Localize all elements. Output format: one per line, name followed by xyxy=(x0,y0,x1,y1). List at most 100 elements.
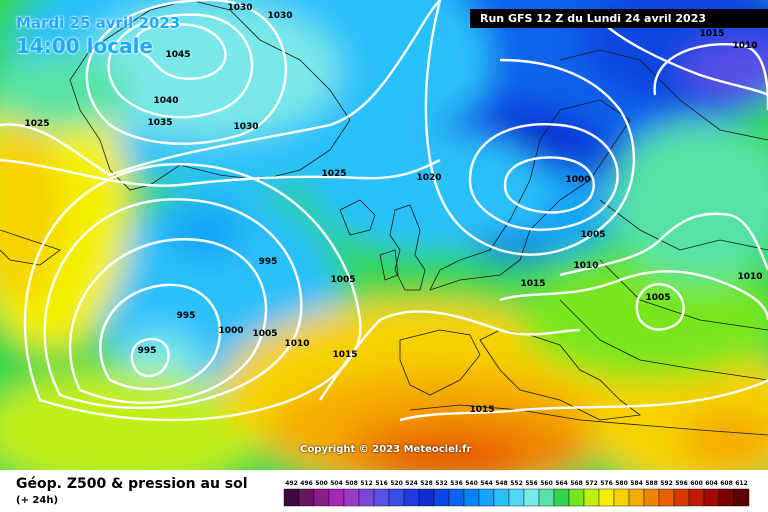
isobar-labels: 1030 1030 1045 1040 1035 1025 1030 1025 1020 1000… xyxy=(24,3,762,415)
scale-tick-label: 604 xyxy=(705,480,718,487)
scale-swatch xyxy=(358,488,375,507)
scale-swatch xyxy=(448,488,465,507)
scale-tick-label: 496 xyxy=(300,480,313,487)
isobar-label: 1035 xyxy=(147,118,172,128)
scale-tick-label: 588 xyxy=(645,480,658,487)
scale-tick-label: 592 xyxy=(660,480,673,487)
scale-swatch xyxy=(313,488,330,507)
scale-tick-label: 560 xyxy=(540,480,553,487)
scale-swatch xyxy=(328,488,345,507)
legend-title: Géop. Z500 & pression au sol xyxy=(16,476,248,492)
isobar-label: 995 xyxy=(177,311,196,321)
isobar-label: 1040 xyxy=(153,96,178,106)
isobar-label: 1005 xyxy=(252,329,277,339)
scale-swatch xyxy=(568,488,585,507)
isobar-label: 1015 xyxy=(699,29,724,39)
scale-tick-label: 596 xyxy=(675,480,688,487)
scale-swatch xyxy=(628,488,645,507)
scale-tick-label: 504 xyxy=(330,480,343,487)
scale-swatch xyxy=(283,488,300,507)
scale-swatch xyxy=(733,488,750,507)
geopotential-field xyxy=(0,0,768,470)
isobar-label: 1010 xyxy=(737,272,762,282)
weather-map: 1030 1030 1045 1040 1035 1025 1030 1025 1020 1000… xyxy=(0,0,768,470)
isobar-label: 1030 xyxy=(227,3,252,13)
isobar-label: 1030 xyxy=(233,122,258,132)
map-canvas: 1030 1030 1045 1040 1035 1025 1030 1025 1020 1000… xyxy=(0,0,768,470)
legend-subtitle: (+ 24h) xyxy=(16,495,59,506)
scale-swatch xyxy=(403,488,420,507)
isobar-label: 1005 xyxy=(330,275,355,285)
scale-tick-label: 540 xyxy=(465,480,478,487)
isobar-label: 1025 xyxy=(24,119,49,129)
scale-swatch xyxy=(553,488,570,507)
isobars xyxy=(0,0,768,420)
scale-tick-label: 492 xyxy=(285,480,298,487)
scale-tick-label: 576 xyxy=(600,480,613,487)
scale-tick-label: 520 xyxy=(390,480,403,487)
isobar-label: 1015 xyxy=(332,350,357,360)
scale-swatch xyxy=(718,488,735,507)
scale-swatch xyxy=(598,488,615,507)
scale-tick-label: 528 xyxy=(420,480,433,487)
copyright-text: Copyright © 2023 Meteociel.fr xyxy=(300,444,472,455)
isobar-label: 1000 xyxy=(565,175,590,185)
scale-tick-label: 508 xyxy=(345,480,358,487)
color-scale: 492 496 500 504 508 512 516 520 524 528 532 536 540 5… xyxy=(283,480,750,507)
scale-tick-label: 580 xyxy=(615,480,628,487)
scale-swatch xyxy=(673,488,690,507)
scale-swatch xyxy=(658,488,675,507)
scale-swatch xyxy=(433,488,450,507)
scale-tick-label: 536 xyxy=(450,480,463,487)
scale-swatch xyxy=(418,488,435,507)
scale-swatch xyxy=(703,488,720,507)
isobar-label: 1010 xyxy=(284,339,309,349)
scale-swatch xyxy=(343,488,360,507)
scale-swatch xyxy=(583,488,600,507)
isobar-label: 1025 xyxy=(321,169,346,179)
scale-swatch xyxy=(463,488,480,507)
isobar-label: 995 xyxy=(259,257,278,267)
scale-tick-label: 544 xyxy=(480,480,493,487)
run-info-banner: Run GFS 12 Z du Lundi 24 avril 2023 xyxy=(470,9,768,28)
isobar-label: 1015 xyxy=(469,405,494,415)
scale-tick-label: 556 xyxy=(525,480,538,487)
scale-tick-label: 564 xyxy=(555,480,568,487)
scale-swatch xyxy=(373,488,390,507)
scale-tick-label: 572 xyxy=(585,480,598,487)
isobar-label: 995 xyxy=(138,346,157,356)
scale-tick-label: 524 xyxy=(405,480,418,487)
scale-tick-label: 584 xyxy=(630,480,643,487)
scale-swatch xyxy=(508,488,525,507)
scale-swatch xyxy=(613,488,630,507)
isobar-label: 1045 xyxy=(165,50,190,60)
scale-tick-label: 612 xyxy=(735,480,748,487)
isobar-label: 1030 xyxy=(267,11,292,21)
scale-tick-label: 532 xyxy=(435,480,448,487)
scale-tick-label: 512 xyxy=(360,480,373,487)
isobar-label: 1005 xyxy=(580,230,605,240)
scale-tick-label: 548 xyxy=(495,480,508,487)
scale-swatch xyxy=(523,488,540,507)
scale-swatch xyxy=(388,488,405,507)
isobar-label: 1010 xyxy=(573,261,598,271)
isobar-label: 1000 xyxy=(218,326,243,336)
scale-swatch xyxy=(688,488,705,507)
scale-swatch xyxy=(478,488,495,507)
scale-swatch xyxy=(298,488,315,507)
scale-tick-label: 516 xyxy=(375,480,388,487)
scale-tick-label: 568 xyxy=(570,480,583,487)
scale-tick-label: 552 xyxy=(510,480,523,487)
scale-tick-label: 500 xyxy=(315,480,328,487)
forecast-date: Mardi 25 avril 2023 xyxy=(16,14,181,32)
forecast-time: 14:00 locale xyxy=(16,34,153,58)
scale-swatch xyxy=(493,488,510,507)
isobar-label: 1020 xyxy=(416,173,441,183)
scale-swatch xyxy=(643,488,660,507)
scale-tick-label: 608 xyxy=(720,480,733,487)
scale-swatch xyxy=(538,488,555,507)
isobar-label: 1005 xyxy=(645,293,670,303)
isobar-label: 1010 xyxy=(732,41,757,51)
isobar-label: 1015 xyxy=(520,279,545,289)
scale-tick-label: 600 xyxy=(690,480,703,487)
